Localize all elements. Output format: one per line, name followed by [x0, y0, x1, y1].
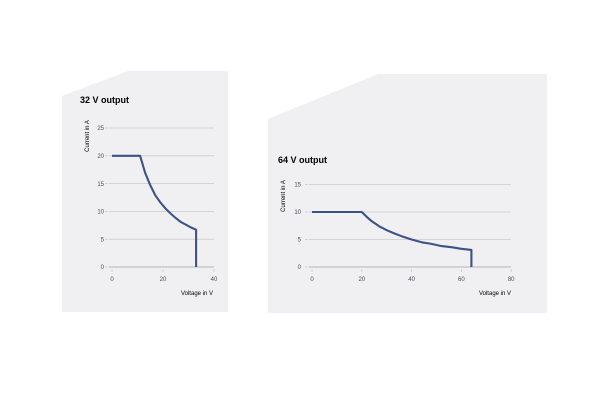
x-axis-label: Voltage in V — [181, 291, 213, 297]
plot-area: 0 5 10 15 20 25 0 20 40 — [97, 126, 218, 283]
x-tick-label: 20 — [358, 277, 365, 283]
curve-line — [112, 154, 198, 267]
left-panel-background — [62, 71, 228, 312]
chart-title: 32 V output — [80, 95, 129, 105]
plot-area: 0 5 10 15 0 20 40 60 80 — [294, 183, 515, 283]
x-tick-label: 80 — [508, 277, 515, 283]
y-tick-label: 15 — [97, 182, 104, 188]
x-tick-label: 0 — [110, 277, 114, 283]
x-tick-label: 60 — [458, 277, 465, 283]
y-tick-label: 0 — [298, 265, 302, 271]
x-tick-label: 0 — [310, 277, 314, 283]
right-panel-background — [268, 74, 547, 313]
y-tick-label: 5 — [101, 237, 105, 243]
x-tick-label: 40 — [211, 277, 218, 283]
y-tick-label: 5 — [298, 238, 302, 244]
x-axis-label: Voltage in V — [479, 291, 511, 297]
x-tick-label: 20 — [160, 277, 167, 283]
y-tick-label: 20 — [97, 154, 104, 160]
x-tick-label: 40 — [408, 277, 415, 283]
chart-title: 64 V output — [278, 155, 327, 165]
y-tick-label: 10 — [97, 210, 104, 216]
y-tick-label: 15 — [294, 183, 301, 189]
y-tick-label: 10 — [294, 210, 301, 216]
y-axis-label: Current in A — [281, 180, 287, 212]
curve-line — [312, 210, 473, 267]
y-tick-label: 25 — [97, 126, 104, 132]
y-tick-label: 0 — [101, 265, 105, 271]
y-axis-label: Current in A — [85, 120, 91, 152]
